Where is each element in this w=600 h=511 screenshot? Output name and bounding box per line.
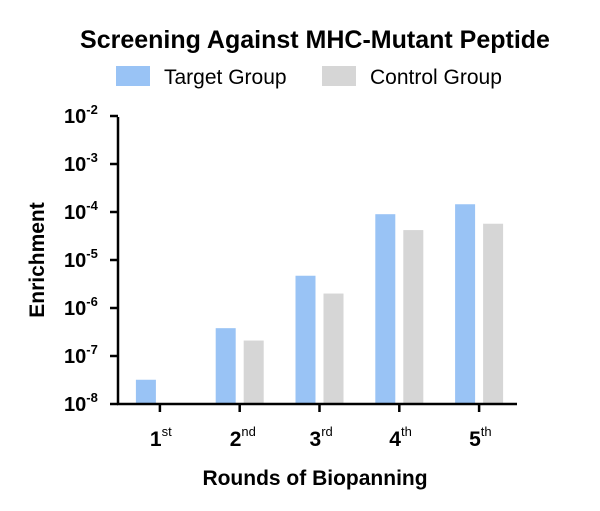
bar-control	[403, 230, 424, 404]
bar-control	[323, 293, 344, 404]
x-axis-categories: 1st 2nd 3rd 4th 5th	[150, 404, 492, 451]
bar-target	[375, 214, 396, 404]
y-tick-label: 10-3	[64, 150, 98, 176]
bar-target	[295, 275, 316, 404]
y-tick-label: 10-2	[64, 102, 98, 128]
y-axis-label: Enrichment	[26, 202, 49, 318]
bar-target	[135, 379, 156, 404]
x-category-label: 2nd	[230, 424, 256, 451]
y-axis-ticks: 10-8 10-7 10-6 10-5 10-4 10-3 10-2	[64, 102, 118, 416]
y-tick-label: 10-7	[64, 342, 98, 368]
legend: Target Group Control Group	[116, 66, 502, 89]
bar-target	[215, 328, 236, 404]
x-category-label: 3rd	[310, 424, 333, 451]
legend-label-control: Control Group	[370, 66, 502, 89]
y-tick-label: 10-6	[64, 294, 98, 320]
x-axis-label: Rounds of Biopanning	[202, 467, 427, 490]
chart-title: Screening Against MHC-Mutant Peptide	[80, 26, 550, 54]
legend-label-target: Target Group	[164, 66, 287, 89]
y-tick-label: 10-4	[64, 198, 99, 224]
x-category-label: 5th	[469, 424, 492, 451]
legend-swatch-target	[116, 66, 150, 86]
y-tick-label: 10-5	[64, 246, 98, 272]
legend-swatch-control	[322, 66, 356, 86]
x-category-label: 1st	[150, 424, 172, 451]
bar-control	[483, 223, 504, 404]
y-tick-label: 10-8	[64, 390, 98, 416]
bar-control	[243, 340, 264, 404]
x-category-label: 4th	[389, 424, 412, 451]
bars	[135, 204, 504, 404]
bar-target	[455, 204, 476, 404]
